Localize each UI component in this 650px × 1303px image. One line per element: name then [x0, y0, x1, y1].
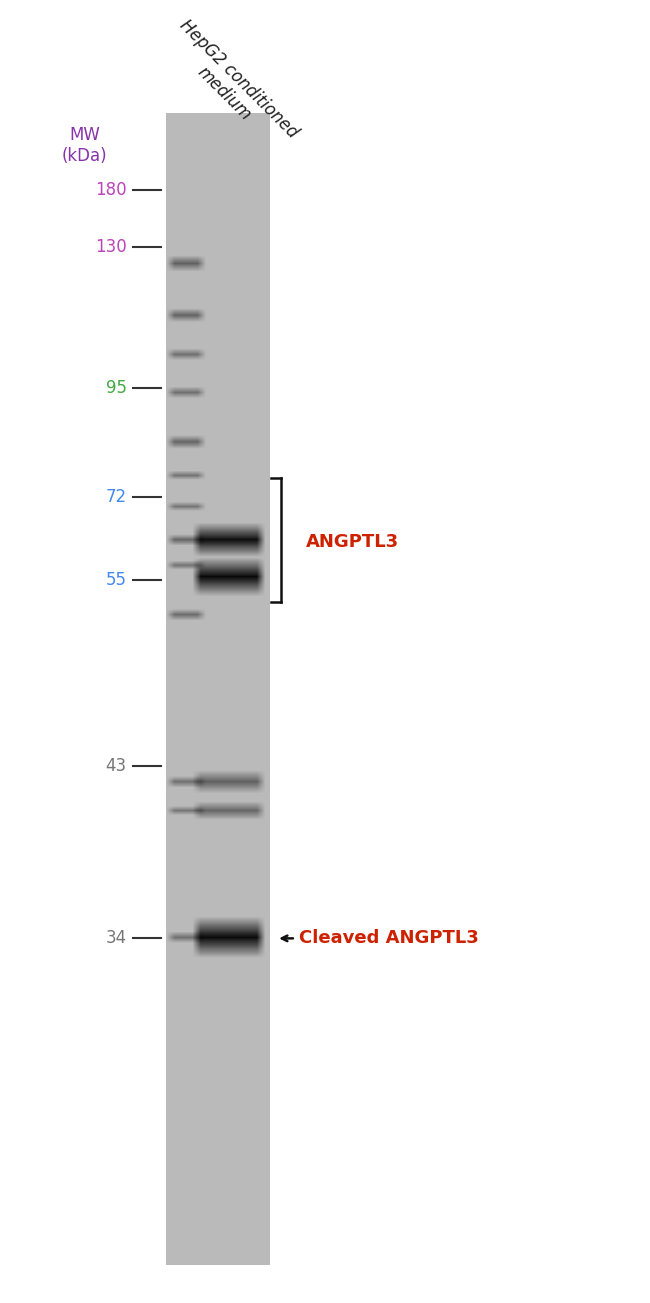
- Text: 55: 55: [106, 571, 127, 589]
- Text: ANGPTL3: ANGPTL3: [306, 533, 398, 551]
- Text: 130: 130: [95, 238, 127, 257]
- Text: 43: 43: [105, 757, 127, 775]
- Text: 95: 95: [106, 379, 127, 397]
- Text: 34: 34: [105, 929, 127, 947]
- Text: 180: 180: [95, 181, 127, 199]
- Text: Cleaved ANGPTL3: Cleaved ANGPTL3: [299, 929, 479, 947]
- Text: 72: 72: [105, 487, 127, 506]
- Text: HepG2 conditioned
medium: HepG2 conditioned medium: [161, 17, 302, 156]
- Text: MW
(kDa): MW (kDa): [62, 126, 107, 164]
